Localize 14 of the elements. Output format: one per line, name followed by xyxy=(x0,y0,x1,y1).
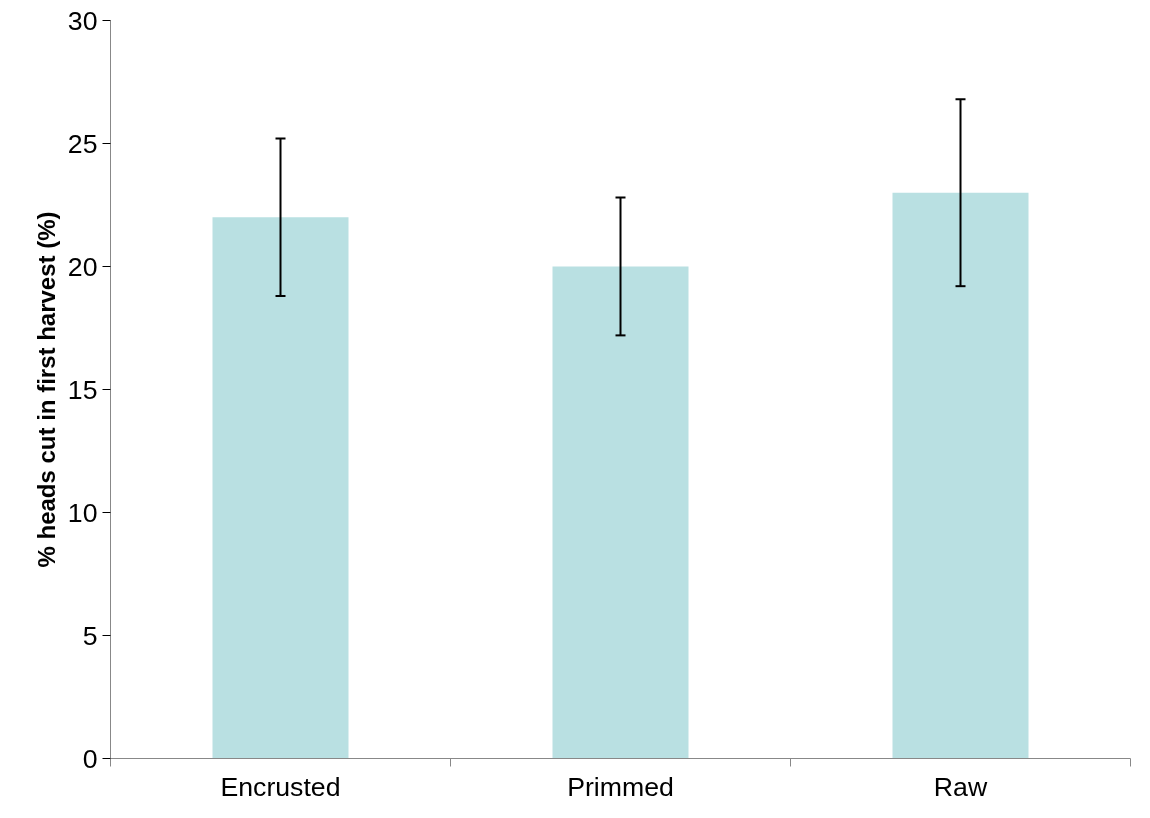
bar xyxy=(892,192,1029,759)
y-tick-label: 15 xyxy=(67,374,98,405)
y-tick-label: 5 xyxy=(82,620,98,651)
y-tick-label: 0 xyxy=(82,743,98,774)
x-tick-label: Encrusted xyxy=(220,771,341,802)
x-tick-label: Raw xyxy=(933,771,988,802)
bar xyxy=(552,266,689,759)
y-tick-label: 10 xyxy=(67,497,98,528)
y-tick-label: 25 xyxy=(67,128,98,159)
y-tick-label: 20 xyxy=(67,251,98,282)
y-axis-title: % heads cut in first harvest (%) xyxy=(32,211,60,568)
x-tick-label: Primmed xyxy=(567,771,674,802)
bar xyxy=(212,217,349,759)
y-tick-label: 30 xyxy=(67,5,98,36)
